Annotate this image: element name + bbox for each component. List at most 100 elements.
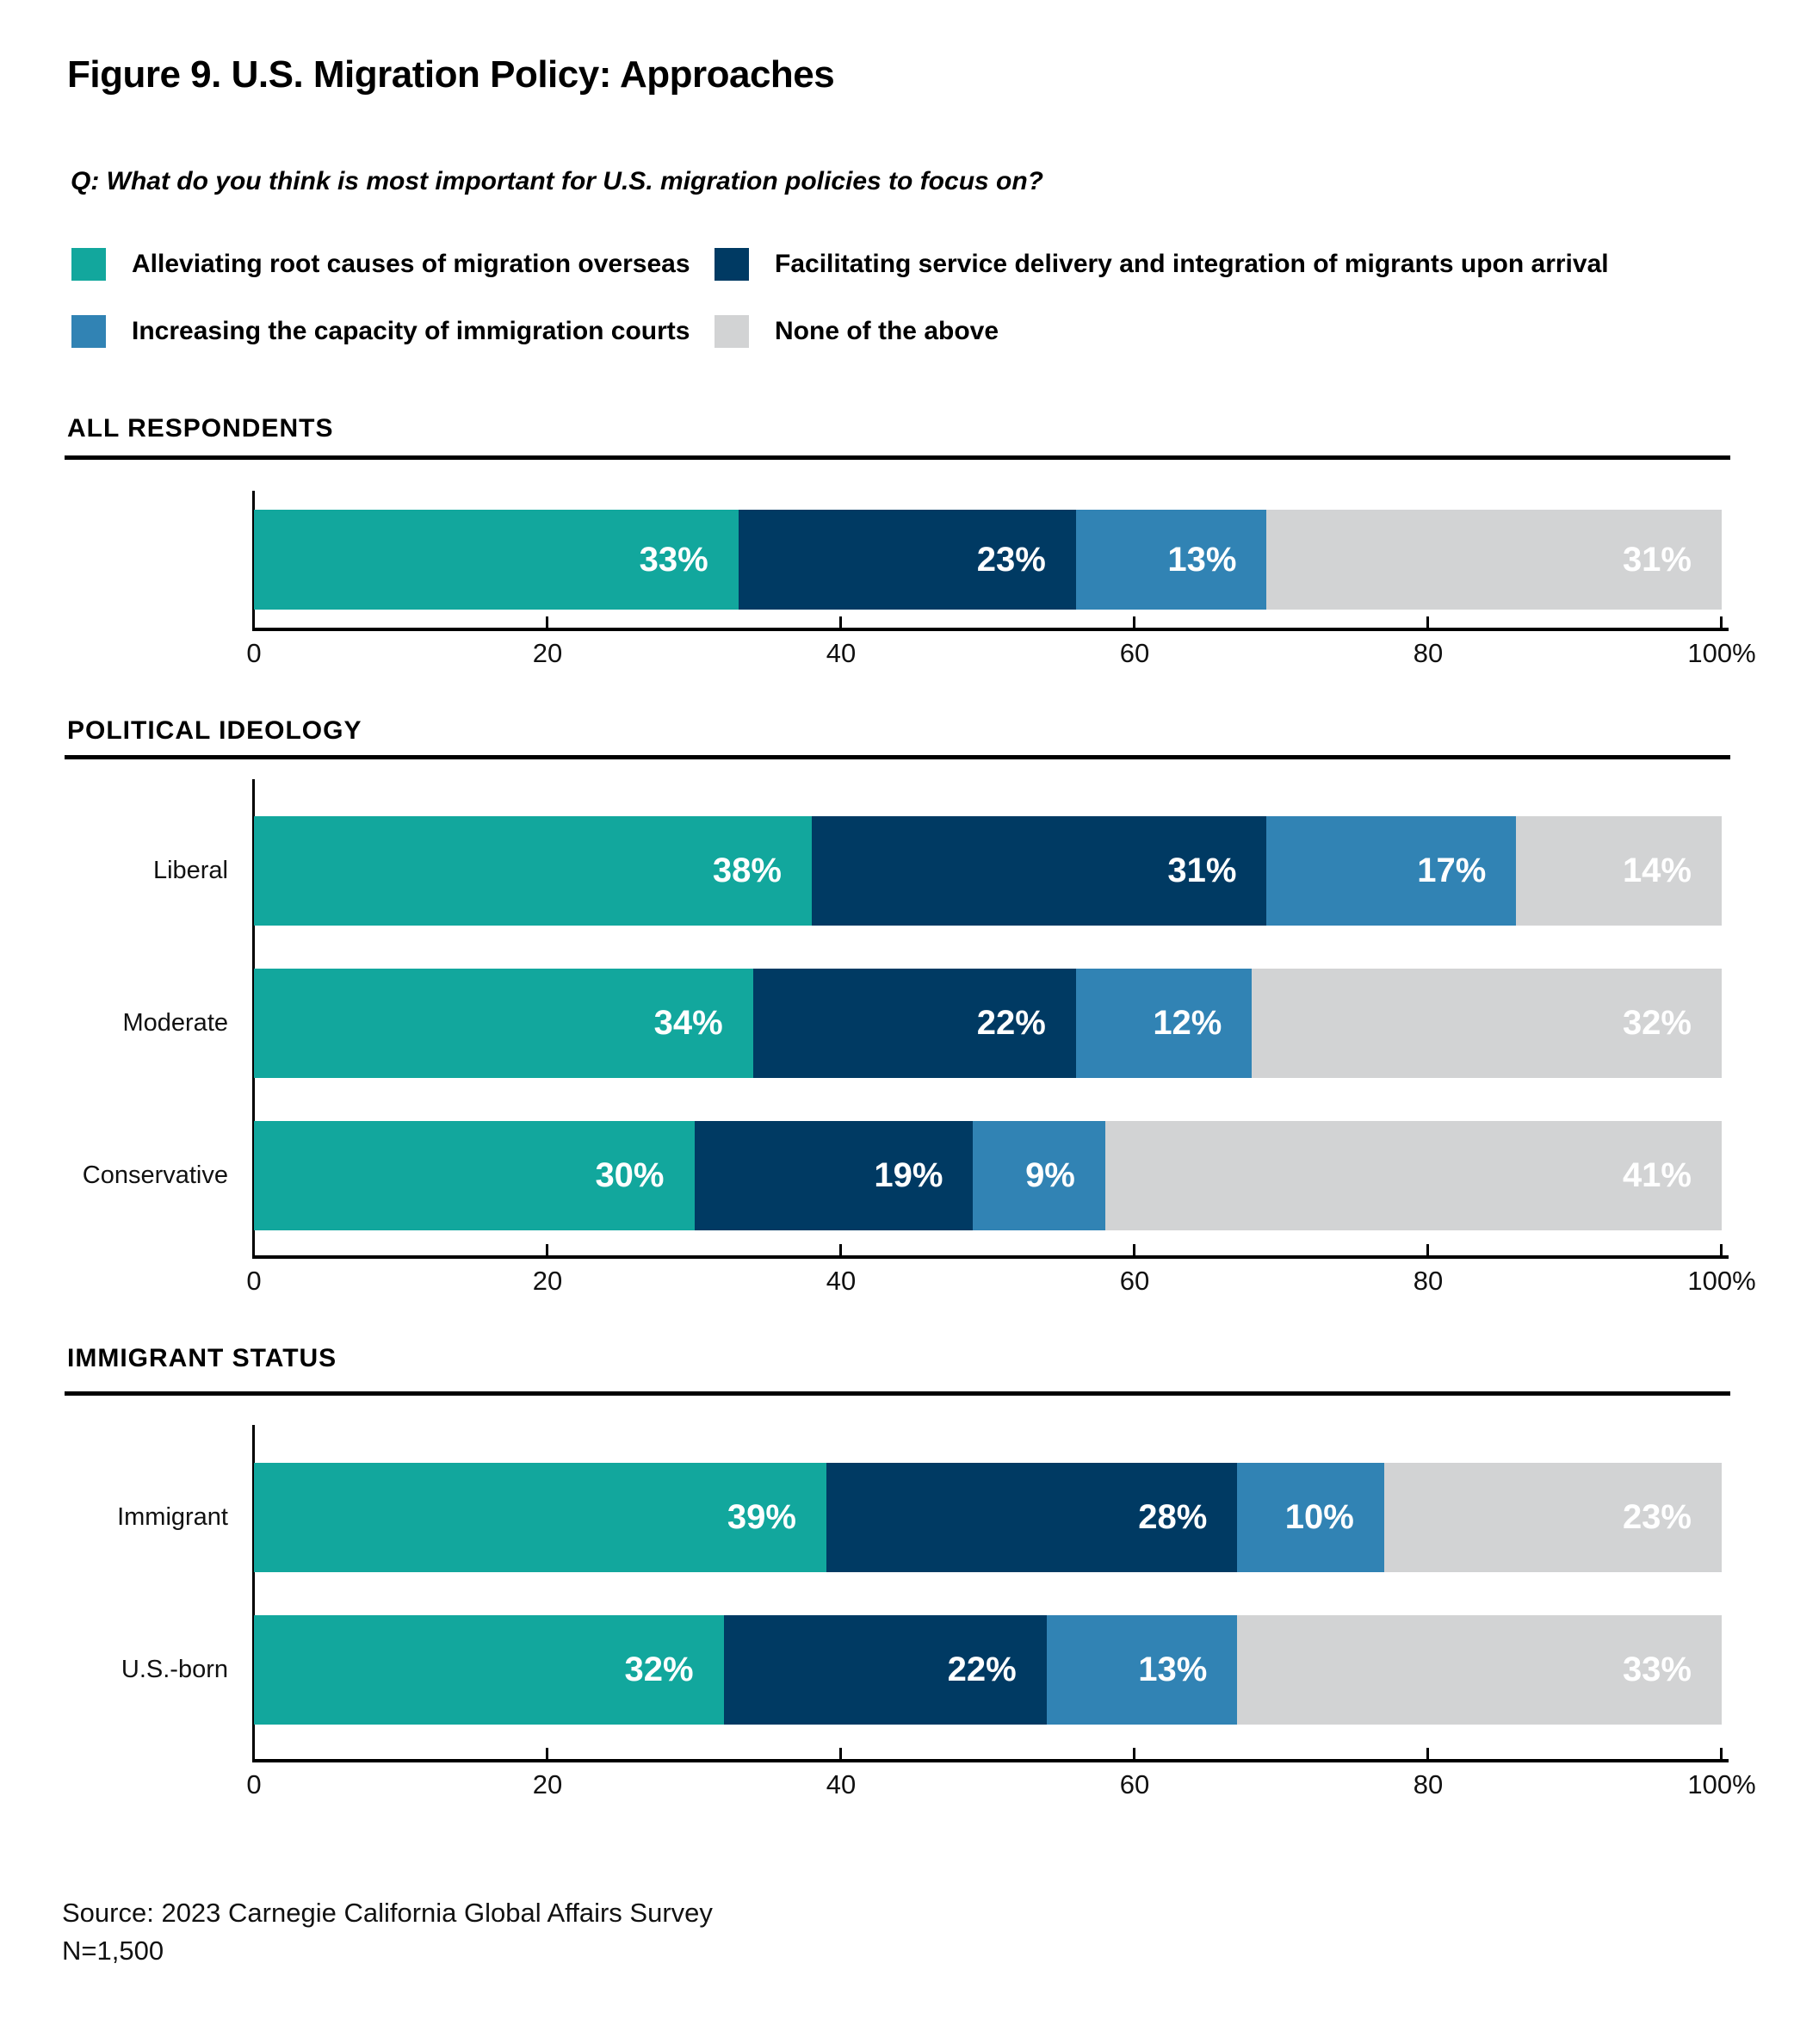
bar-segment: 10% [1237, 1463, 1384, 1572]
axis-tick [546, 616, 548, 628]
figure-title: Figure 9. U.S. Migration Policy: Approac… [67, 53, 835, 96]
legend-item: Facilitating service delivery and integr… [715, 248, 1609, 281]
axis-tick-label: 0 [246, 1769, 262, 1799]
axis-tick [1426, 1748, 1429, 1759]
legend-label: Increasing the capacity of immigration c… [132, 317, 690, 345]
bar-value-label: 22% [976, 1004, 1046, 1042]
source-note: Source: 2023 Carnegie California Global … [62, 1894, 713, 1970]
axis-tick-label: 60 [1119, 1769, 1150, 1799]
bar-segment: 39% [254, 1463, 826, 1572]
bar-value-label: 23% [976, 540, 1046, 579]
legend-swatch-navy-icon [715, 248, 749, 281]
bar-value-label: 14% [1622, 852, 1692, 889]
bar-segment: 22% [752, 969, 1076, 1078]
legend-label: Alleviating root causes of migration ove… [132, 250, 690, 278]
bar-value-label: 28% [1138, 1498, 1208, 1536]
axis-tick [1133, 616, 1135, 628]
bar-segment: 28% [826, 1463, 1238, 1572]
bar-segment: 34% [254, 969, 753, 1078]
bar-segment: 19% [694, 1121, 974, 1230]
row-label: Liberal [152, 857, 228, 884]
axis-tick [1720, 1748, 1723, 1759]
section-heading-all-respondents: ALL RESPONDENTS [67, 414, 334, 443]
legend-item: Increasing the capacity of immigration c… [71, 315, 690, 348]
bar-segment: 12% [1075, 969, 1253, 1078]
section-rule [65, 755, 1730, 759]
stacked-bar: 34% 22% 12% 32% [254, 969, 1722, 1078]
bar-value-label: 30% [595, 1156, 665, 1194]
axis-tick [1133, 1748, 1135, 1759]
bar-value-label: 33% [639, 540, 708, 579]
axis-tick-label: 40 [826, 1769, 857, 1799]
axis-tick-label: 0 [246, 1266, 262, 1296]
bar-segment: 9% [973, 1121, 1105, 1230]
x-axis-line [252, 628, 1729, 631]
stacked-bar: 30% 19% 9% 41% [254, 1121, 1722, 1230]
y-axis-line [252, 491, 255, 631]
bar-segment: 38% [254, 816, 812, 926]
row-label: Moderate [122, 1009, 228, 1037]
bar-value-label: 31% [1622, 540, 1692, 579]
axis-tick-label: 20 [532, 1266, 563, 1296]
bar-value-label: 22% [947, 1651, 1017, 1688]
bar-value-label: 23% [1622, 1498, 1692, 1536]
axis-tick [1426, 616, 1429, 628]
stacked-bar: 33% 23% 13% 31% [254, 510, 1722, 610]
legend-swatch-gray-icon [715, 315, 749, 348]
y-axis-line [252, 1425, 255, 1762]
legend-item: None of the above [715, 315, 999, 348]
legend-item: Alleviating root causes of migration ove… [71, 248, 690, 281]
axis-tick [546, 1748, 548, 1759]
row-label: Conservative [82, 1161, 228, 1189]
section-rule [65, 455, 1730, 460]
bar-segment: 13% [1046, 1615, 1238, 1725]
survey-question: Q: What do you think is most important f… [71, 167, 1044, 195]
y-axis-line [252, 779, 255, 1259]
sample-size: N=1,500 [62, 1936, 164, 1966]
axis-tick-label: 0 [246, 638, 262, 668]
legend-label: Facilitating service delivery and integr… [775, 250, 1609, 278]
bar-segment: 22% [723, 1615, 1047, 1725]
axis-tick-label: 100% [1687, 638, 1756, 668]
stacked-bar: 38% 31% 17% 14% [254, 816, 1722, 926]
section-heading-immigrant-status: IMMIGRANT STATUS [67, 1344, 337, 1372]
legend-swatch-teal-icon [71, 248, 106, 281]
legend-label: None of the above [775, 317, 999, 345]
bar-segment: 31% [1266, 510, 1722, 610]
axis-tick-label: 20 [532, 1769, 563, 1799]
row-label: U.S.-born [121, 1656, 228, 1683]
bar-segment: 33% [254, 510, 739, 610]
axis-tick-label: 100% [1687, 1769, 1756, 1799]
axis-tick-label: 60 [1119, 1266, 1150, 1296]
axis-tick-label: 80 [1413, 1769, 1444, 1799]
bar-value-label: 33% [1622, 1651, 1692, 1688]
bar-segment: 23% [738, 510, 1076, 610]
axis-tick [839, 1748, 842, 1759]
stacked-bar: 39% 28% 10% 23% [254, 1463, 1722, 1572]
bar-value-label: 32% [1622, 1004, 1692, 1042]
bar-value-label: 32% [624, 1651, 694, 1688]
x-axis-line [252, 1255, 1729, 1259]
bar-value-label: 39% [727, 1498, 796, 1536]
axis-tick [839, 1244, 842, 1255]
bar-value-label: 31% [1167, 852, 1237, 889]
bar-segment: 32% [1252, 969, 1722, 1078]
bar-segment: 30% [254, 1121, 695, 1230]
bar-value-label: 38% [712, 852, 782, 889]
bar-value-label: 13% [1138, 1651, 1208, 1688]
row-label: Immigrant [117, 1503, 228, 1531]
bar-value-label: 19% [874, 1156, 943, 1194]
bar-value-label: 34% [653, 1004, 723, 1042]
axis-tick [1720, 1244, 1723, 1255]
axis-tick-label: 80 [1413, 1266, 1444, 1296]
axis-tick-label: 60 [1119, 638, 1150, 668]
bar-value-label: 12% [1153, 1004, 1222, 1042]
bar-segment: 13% [1075, 510, 1267, 610]
bar-value-label: 9% [1025, 1156, 1075, 1194]
stacked-bar: 32% 22% 13% 33% [254, 1615, 1722, 1725]
source-line: Source: 2023 Carnegie California Global … [62, 1898, 713, 1928]
bar-segment: 41% [1104, 1121, 1722, 1230]
bar-value-label: 13% [1167, 540, 1237, 579]
axis-tick [1133, 1244, 1135, 1255]
